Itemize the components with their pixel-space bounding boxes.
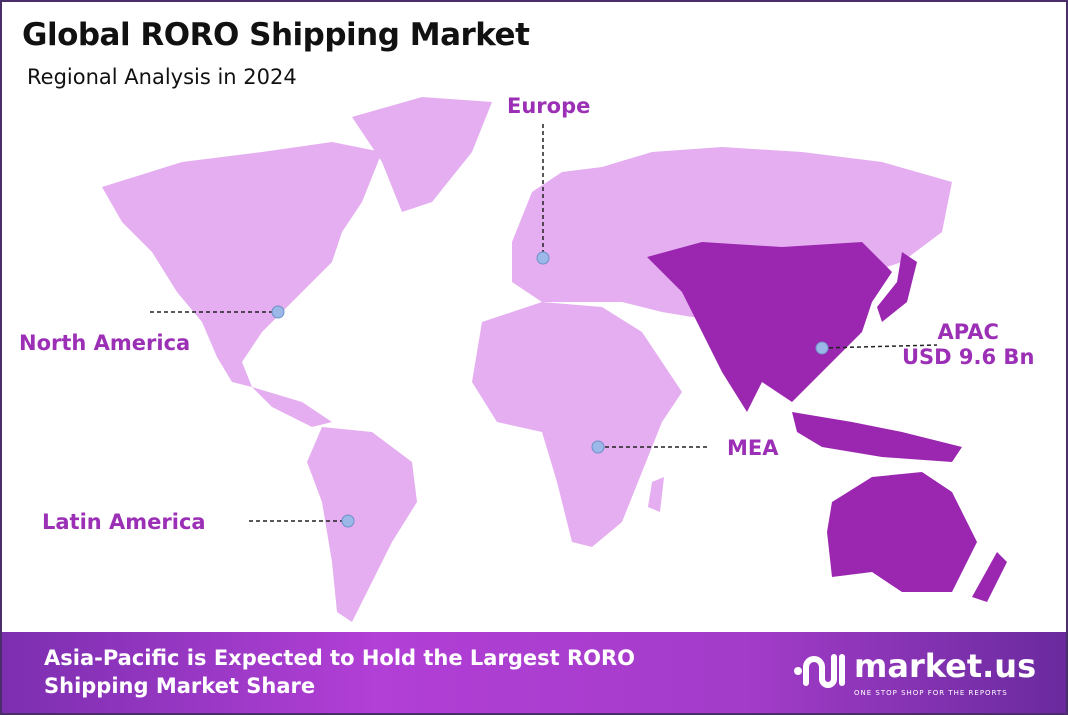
label-latin-america: Latin America [42,510,206,534]
south-america-shape [307,427,417,622]
apac-leader [821,344,938,349]
apac-highlight [647,242,1007,602]
greenland-shape [352,97,492,212]
label-apac: APAC USD 9.6 Bn [902,320,1034,370]
north-america-marker [271,305,285,319]
world-map [102,97,1007,622]
page-title: Global RORO Shipping Market [22,17,530,53]
asia-shape [647,242,892,412]
logo-tagline: ONE STOP SHOP FOR THE REPORTS [854,689,1008,697]
label-mea: MEA [727,436,779,460]
north-america-shape [102,142,382,387]
japan-shape [877,252,917,322]
indonesia-shape [792,412,962,462]
logo-wordmark: market.us [854,647,1037,685]
latin-america-marker [341,514,355,528]
new-zealand-shape [972,552,1007,602]
europe-marker [536,251,550,265]
australia-shape [827,472,977,592]
logo-mark-icon [794,654,845,688]
footer-line-2: Shipping Market Share [44,674,316,698]
leader-lines [150,124,938,522]
page-subtitle: Regional Analysis in 2024 [27,65,297,89]
markers [271,251,829,528]
footer-text: Asia-Pacific is Expected to Hold the Lar… [44,644,635,700]
logo-text: market.us ONE STOP SHOP FOR THE REPORTS [854,646,1036,698]
apac-name: APAC [937,320,999,344]
mea-marker [591,440,605,454]
africa-shape [472,302,682,547]
apac-value: USD 9.6 Bn [902,345,1035,369]
madagascar-shape [648,477,664,512]
footer-banner: Asia-Pacific is Expected to Hold the Lar… [2,632,1066,713]
label-north-america: North America [19,331,191,355]
apac-marker [815,341,829,355]
market-us-logo: market.us ONE STOP SHOP FOR THE REPORTS [792,646,1036,698]
label-europe: Europe [507,94,591,118]
footer-line-1: Asia-Pacific is Expected to Hold the Lar… [44,646,635,670]
central-america-shape [252,387,332,427]
